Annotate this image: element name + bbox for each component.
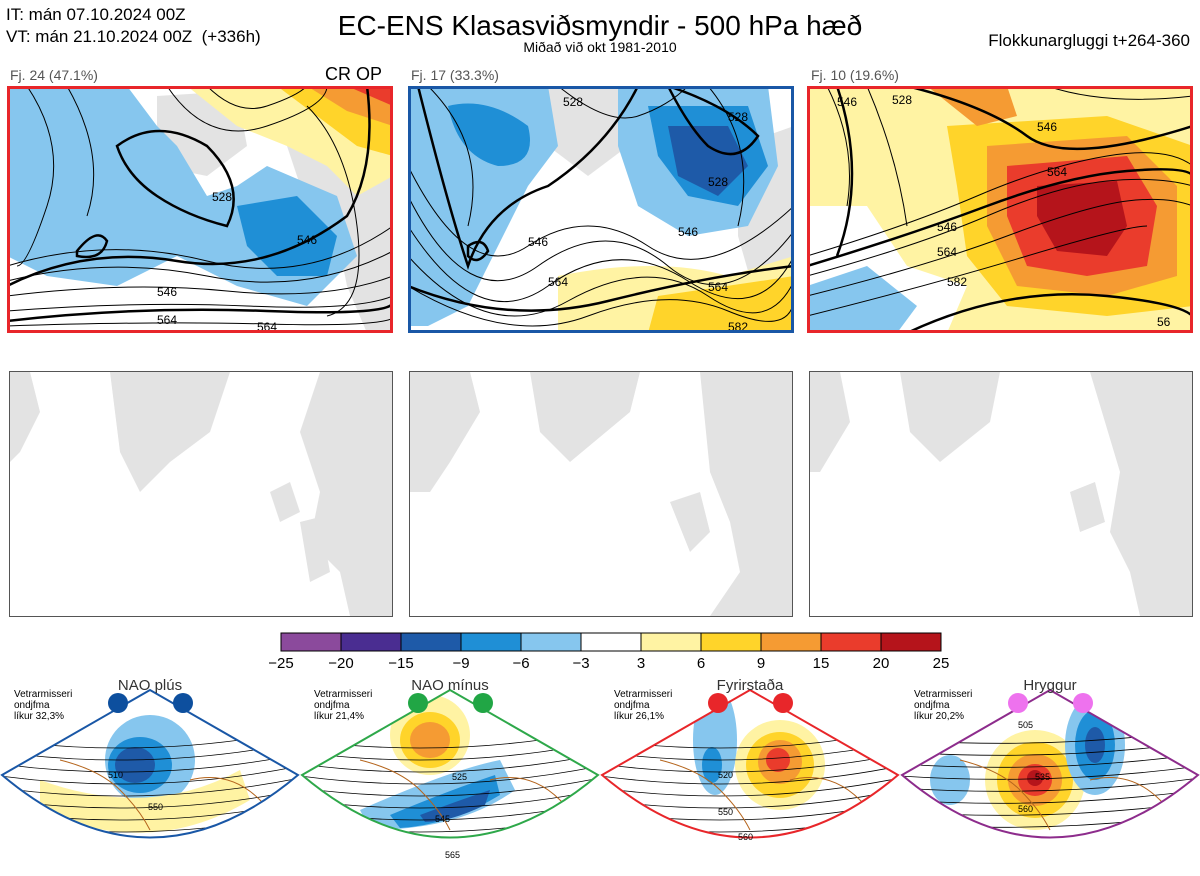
- contour-label: 546: [1037, 120, 1057, 134]
- regime-contour-label: 535: [1035, 772, 1050, 782]
- regime-marker-dot: [773, 693, 793, 713]
- contour-label: 546: [297, 233, 317, 247]
- regime-name: NAO mínus: [411, 677, 489, 694]
- colorbar-tick-label: 15: [812, 655, 830, 672]
- regime-marker-dot: [108, 693, 128, 713]
- colorbar-segment: [280, 632, 342, 652]
- regime-marker-dot: [173, 693, 193, 713]
- contour-label: 564: [257, 320, 277, 333]
- colorbar-segment: [700, 632, 762, 652]
- contour-label: 564: [548, 275, 568, 289]
- contour-label: 528: [708, 175, 728, 189]
- cluster-2-border: [408, 86, 794, 333]
- regime-name: Fyrirstaða: [716, 677, 784, 694]
- colorbar-tick-label: −25: [268, 655, 294, 672]
- regime-marker-dot: [408, 693, 428, 713]
- regime-contour-label: 545: [435, 814, 450, 824]
- regime-contour-label: 565: [445, 850, 460, 860]
- colorbar-segment: [580, 632, 642, 652]
- colorbar-segment: [340, 632, 402, 652]
- regime-note: Vetrarmisseri ondjfma líkur 21,4%: [314, 689, 373, 722]
- regime-contour-label: 560: [738, 832, 753, 842]
- contour-label: 546: [678, 225, 698, 239]
- page-subtitle: Miðað við okt 1981-2010: [523, 39, 677, 55]
- cluster-3-border: [807, 86, 1193, 333]
- colorbar-tick-label: −20: [328, 655, 354, 672]
- colorbar-segment: [520, 632, 582, 652]
- regime-panel: 510 550 NAO plús Vetrarmisseri ondjfma líku…: [0, 675, 300, 871]
- cluster-1-map: 528 546 546 564 564: [7, 86, 393, 333]
- cluster-1-border: [7, 86, 393, 333]
- colorbar-segment: [820, 632, 882, 652]
- cluster-1-tag: CR OP: [325, 64, 383, 84]
- regime-note: Vetrarmisseri ondjfma líkur 32,3%: [14, 689, 73, 722]
- regime-contour-label: 520: [718, 770, 733, 780]
- contour-label: 546: [837, 95, 857, 109]
- regime-marker-dot: [1073, 693, 1093, 713]
- cluster-2-label: Fj. 17 (33.3%): [411, 67, 499, 83]
- colorbar-tick-label: −3: [572, 655, 590, 672]
- cluster-3-map: 546 528 546 564 546 564 582 56: [807, 86, 1193, 333]
- colorbar-segment: [760, 632, 822, 652]
- regime-contour-label: 525: [452, 772, 467, 782]
- contour-label: 546: [528, 235, 548, 249]
- cluster-3-label: Fj. 10 (19.6%): [811, 67, 899, 83]
- regime-contour-label: 510: [108, 770, 123, 780]
- contour-label: 528: [563, 95, 583, 109]
- contour-label: 582: [947, 275, 967, 289]
- colorbar-tick-label: −9: [452, 655, 470, 672]
- regime-panel: 525 545 565 NAO mínus Vetrarmisseri ondjfma …: [300, 675, 600, 871]
- colorbar-tick-label: 9: [756, 655, 766, 672]
- empty-map-2: [409, 371, 793, 617]
- regime-marker-dot: [708, 693, 728, 713]
- contour-label: 56: [1157, 315, 1171, 329]
- empty-map-3: [809, 371, 1193, 617]
- regime-marker-dot: [473, 693, 493, 713]
- colorbar-tick-label: 3: [636, 655, 646, 672]
- regime-contour-label: 550: [718, 807, 733, 817]
- valid-time: VT: mán 21.10.2024 00Z (+336h): [6, 27, 261, 46]
- contour-label: 582: [728, 320, 748, 333]
- regime-name: Hryggur: [1023, 677, 1077, 694]
- regime-map: 510 550: [0, 688, 300, 839]
- colorbar-tick-label: 20: [872, 655, 890, 672]
- colorbar-segment: [880, 632, 942, 652]
- contour-label: 528: [728, 110, 748, 124]
- contour-label: 546: [937, 220, 957, 234]
- page-title: EC-ENS Klasasviðsmyndir - 500 hPa hæð: [337, 10, 863, 41]
- regime-note: Vetrarmisseri ondjfma líkur 26,1%: [614, 689, 673, 722]
- colorbar-tick-label: 25: [932, 655, 950, 672]
- regime-map: 520 550 560: [600, 688, 900, 842]
- contour-label: 528: [892, 93, 912, 107]
- empty-map-1: [9, 371, 393, 617]
- regime-contour-label: 550: [148, 802, 163, 812]
- cluster-1-label: Fj. 24 (47.1%): [10, 67, 98, 83]
- classification-window: Flokkunargluggi t+264-360: [988, 31, 1190, 50]
- regime-panel: 520 550 560 Fyrirstaða Vetrarmisseri ondjfma…: [600, 675, 900, 871]
- header-info: IT: mán 07.10.2024 00Z VT: mán 21.10.202…: [6, 4, 261, 48]
- colorbar-tick-label: −15: [388, 655, 414, 672]
- regime-contour-label: 505: [1018, 720, 1033, 730]
- regime-panel: 505 535 560 Hryggur Vetrarmisseri ondjfma lí…: [900, 675, 1200, 871]
- colorbar-segment: [640, 632, 702, 652]
- contour-label: 564: [1047, 165, 1067, 179]
- contour-label: 564: [157, 313, 177, 327]
- contour-label: 528: [212, 190, 232, 204]
- colorbar-segment: [400, 632, 462, 652]
- regime-map: 505 535 560: [900, 688, 1200, 839]
- colorbar-segment: [460, 632, 522, 652]
- init-time: IT: mán 07.10.2024 00Z: [6, 5, 186, 24]
- colorbar-tick-label: 6: [696, 655, 706, 672]
- colorbar: [280, 632, 944, 657]
- regime-marker-dot: [1008, 693, 1028, 713]
- contour-label: 564: [937, 245, 957, 259]
- colorbar-tick-label: −6: [512, 655, 530, 672]
- regime-contour-label: 560: [1018, 804, 1033, 814]
- regime-name: NAO plús: [117, 677, 183, 694]
- contour-label: 564: [708, 280, 728, 294]
- contour-label: 546: [157, 285, 177, 299]
- regime-note: Vetrarmisseri ondjfma líkur 20,2%: [914, 689, 973, 722]
- cluster-2-map: 528 528 528 546 546 564 564 582: [408, 86, 794, 333]
- regime-map: 525 545 565: [300, 688, 600, 860]
